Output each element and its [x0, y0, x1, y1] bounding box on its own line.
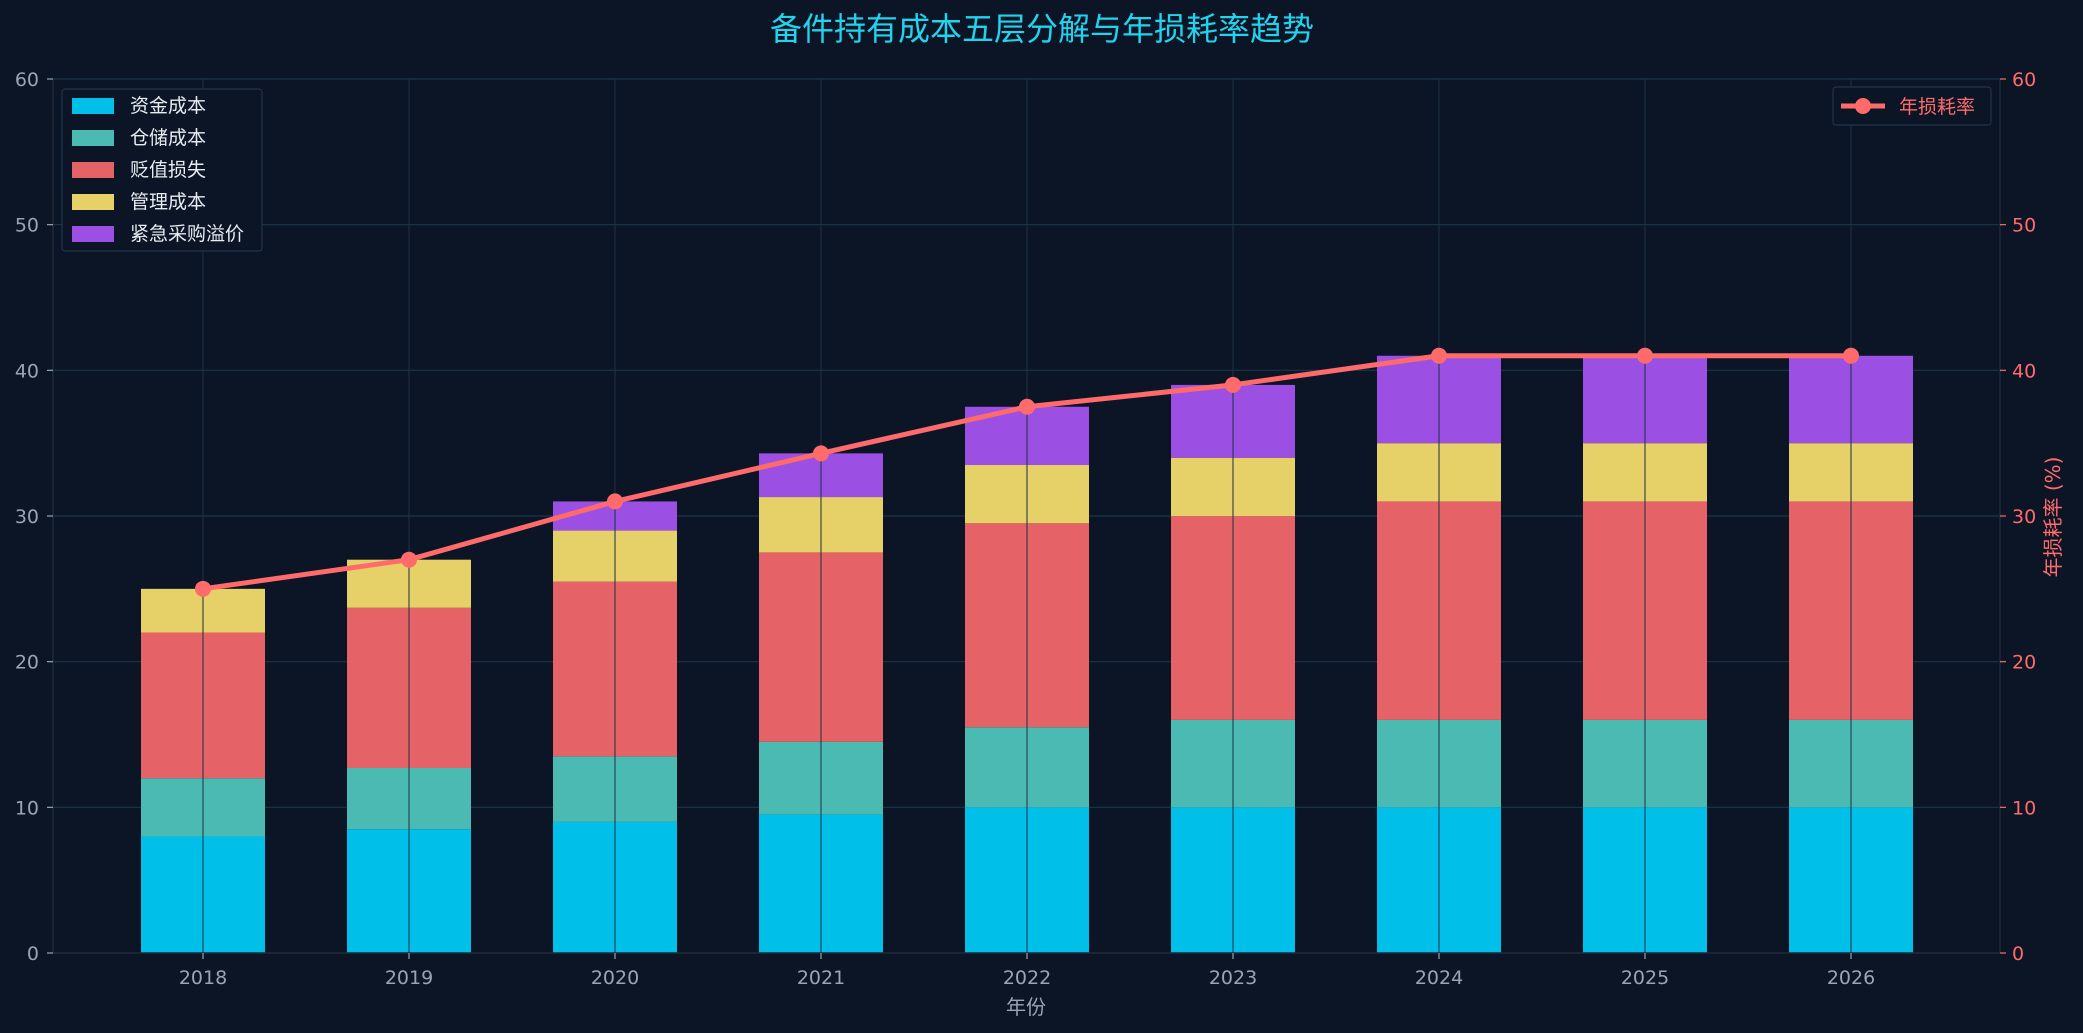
x-tick-label: 2023: [1209, 967, 1257, 989]
y2-tick-label: 20: [2012, 652, 2036, 674]
line-legend: 年损耗率: [1832, 86, 1992, 126]
y2-tick-label: 30: [2012, 506, 2036, 528]
x-tick-label: 2022: [1003, 967, 1051, 989]
y2-tick-label: 50: [2012, 215, 2036, 237]
legend-swatch: [72, 162, 114, 178]
legend-label: 资金成本: [130, 95, 206, 117]
line-point: [1431, 347, 1447, 364]
y-tick-label: 60: [15, 69, 39, 91]
line-point: [1225, 376, 1241, 393]
legend-box: [61, 88, 263, 252]
y-tick-label: 50: [15, 215, 39, 237]
y-tick-label: 10: [15, 797, 39, 819]
y-tick-label: 20: [15, 652, 39, 674]
axes: 0 10 20 30 40 50 60 0 10 20 30 40 50 60 2018 2019 2020 20…: [15, 69, 2036, 989]
vertical-grid: [202, 79, 1852, 953]
y-tick-label: 30: [15, 506, 39, 528]
line-point: [401, 551, 417, 568]
legend-swatch: [72, 130, 114, 146]
line-legend-marker: [1855, 98, 1871, 114]
legend-swatch: [72, 194, 114, 210]
chart-title: 备件持有成本五层分解与年损耗率趋势: [770, 10, 1314, 48]
y-tick-label: 0: [27, 943, 39, 965]
line-point: [607, 493, 623, 510]
x-tick-label: 2019: [385, 967, 433, 989]
line-series: [195, 347, 1859, 597]
legend-swatch: [72, 98, 114, 114]
x-tick-label: 2018: [179, 967, 227, 989]
legend-label: 贬值损失: [130, 159, 206, 181]
x-tick-label: 2020: [591, 967, 639, 989]
x-tick-label: 2026: [1827, 967, 1875, 989]
legend-label: 紧急采购溢价: [130, 223, 244, 245]
y2-axis-label: 年损耗率 (%): [2041, 457, 2065, 578]
x-tick-label: 2024: [1415, 967, 1463, 989]
line-legend-label: 年损耗率: [1899, 96, 1975, 118]
line-point: [1637, 347, 1653, 364]
legend-swatch: [72, 226, 114, 242]
y2-tick-label: 60: [2012, 69, 2036, 91]
x-tick-label: 2021: [797, 967, 845, 989]
y-tick-label: 40: [15, 360, 39, 382]
line-point: [1843, 347, 1859, 364]
legend-label: 管理成本: [130, 191, 206, 213]
line-point: [813, 445, 829, 462]
x-tick-label: 2025: [1621, 967, 1669, 989]
legend-label: 仓储成本: [130, 127, 206, 149]
line-legend-box: [1832, 86, 1992, 126]
y2-tick-label: 10: [2012, 797, 2036, 819]
y2-tick-label: 40: [2012, 360, 2036, 382]
line-point: [1019, 398, 1035, 415]
x-axis-label: 年份: [1006, 995, 1046, 1019]
y2-tick-label: 0: [2012, 943, 2024, 965]
line-point: [195, 580, 211, 597]
